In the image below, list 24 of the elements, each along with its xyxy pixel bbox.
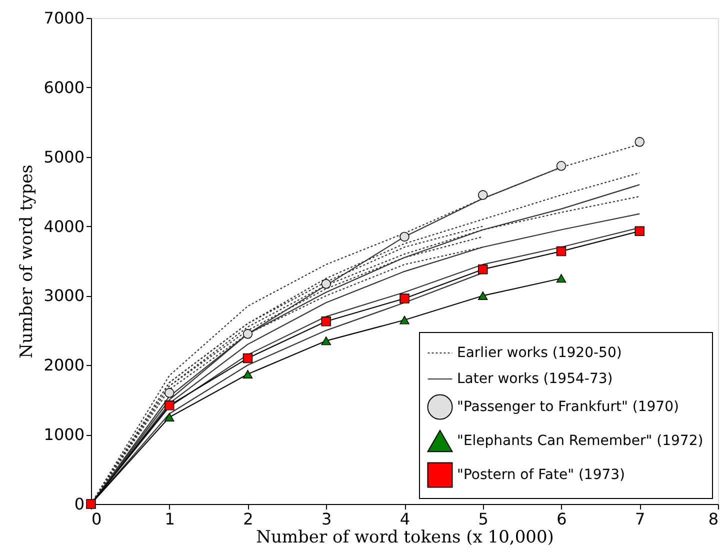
y-tick-label: 5000	[44, 147, 84, 166]
x-tick-label: 3	[322, 510, 332, 528]
y-tick-label: 0	[74, 494, 84, 514]
x-tick-label: 5	[478, 510, 488, 528]
legend-label: "Passenger to Frankfurt" (1970)	[457, 399, 679, 415]
legend-label: Earlier works (1920-50)	[457, 345, 622, 361]
legend-label: "Postern of Fate" (1973)	[457, 467, 626, 483]
y-tick-label: 6000	[44, 78, 84, 97]
x-tick-label: 7	[635, 510, 646, 528]
y-tick-label: 1000	[44, 425, 84, 444]
legend-label: "Elephants Can Remember" (1972)	[457, 433, 704, 449]
y-tick-label: 3000	[44, 286, 84, 306]
x-tick-label: 1	[164, 510, 175, 528]
x-tick-label: 0	[92, 510, 102, 528]
y-tick-label: 2000	[44, 356, 84, 375]
x-tick-label: 2	[243, 510, 254, 528]
x-axis-title: Number of word tokens (x 10,000)	[256, 528, 554, 548]
y-axis-title: Number of word types	[16, 164, 37, 358]
x-tick-label: 8	[708, 510, 718, 528]
x-tick-label: 6	[556, 510, 567, 528]
y-tick-label: 4000	[44, 216, 84, 236]
y-tick-label: 7000	[44, 8, 84, 28]
legend-label: Later works (1954-73)	[457, 371, 613, 387]
x-tick-label: 4	[400, 510, 410, 528]
